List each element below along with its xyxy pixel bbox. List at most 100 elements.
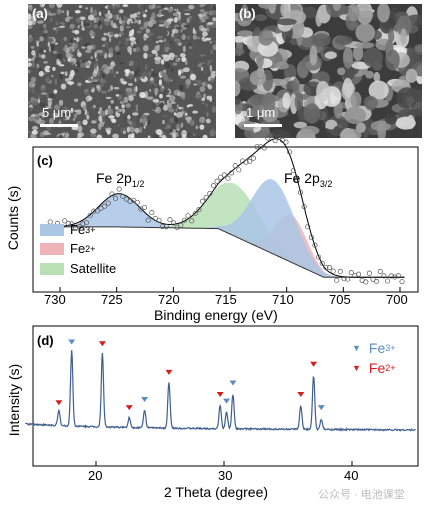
sem-grain: [139, 26, 144, 31]
sem-grain: [48, 102, 52, 109]
sem-grain: [96, 66, 99, 71]
sem-grain: [109, 69, 113, 72]
sem-grain: [347, 4, 360, 22]
xps-component-fe3plus: [197, 179, 349, 278]
sem-grain: [113, 72, 116, 79]
sem-grain: [187, 78, 191, 86]
sem-grain: [142, 118, 148, 125]
sem-grain: [406, 114, 415, 130]
xrd-xtick-30: 30: [218, 468, 233, 483]
xrd-peak-marker: [317, 405, 325, 411]
sem-grain: [342, 77, 353, 98]
xps-xtick-720: 720: [158, 292, 180, 307]
sem-grain: [119, 100, 125, 105]
xrd-peak-marker: [165, 369, 173, 375]
sem-grain: [121, 104, 125, 109]
sem-grain: [112, 133, 119, 138]
xps-data-point: [297, 190, 304, 196]
sem-grain: [74, 29, 80, 35]
sem-grain: [176, 104, 180, 109]
sem-grain: [181, 56, 187, 62]
sem-grain: [172, 132, 176, 138]
sem-grain: [110, 99, 114, 104]
sem-grain: [196, 79, 202, 86]
peak-label-2p12: Fe 2p1/2: [96, 170, 144, 189]
sem-grain: [131, 132, 135, 138]
sem-grain: [199, 8, 205, 13]
sem-grain: [48, 94, 55, 98]
sem-grain: [97, 80, 100, 83]
sem-grain: [160, 59, 165, 65]
xrd-peak-marker: [229, 380, 237, 386]
sem-grain: [179, 53, 186, 58]
sem-grain: [121, 20, 125, 28]
sem-grain: [126, 126, 130, 133]
sem-grain: [206, 111, 209, 118]
legend-fe3-label: Fe: [70, 222, 86, 237]
sem-grain: [176, 8, 179, 13]
sem-grain: [112, 14, 117, 19]
sem-grain: [405, 68, 418, 83]
sem-grain: [108, 47, 114, 54]
sem-grain: [262, 92, 276, 115]
sem-grain: [128, 60, 134, 67]
sem-grain: [128, 95, 134, 102]
sem-grain: [123, 96, 129, 103]
sem-grain: [368, 80, 389, 101]
xps-data-point: [185, 213, 191, 219]
sem-grain: [187, 35, 191, 40]
sem-grain: [127, 83, 133, 87]
sem-grain: [109, 31, 114, 36]
sem-grain: [151, 68, 154, 71]
xps-data-point: [145, 217, 151, 223]
sem-grain: [342, 46, 354, 69]
sem-grain: [52, 97, 58, 104]
sem-grain: [159, 101, 164, 109]
sem-grain: [169, 117, 176, 124]
sem-grain: [158, 79, 162, 86]
xps-data-point: [301, 203, 307, 210]
sem-grain: [181, 106, 184, 110]
sem-grain: [413, 44, 422, 56]
sem-grain: [90, 58, 96, 62]
xrd-frame: [32, 325, 419, 467]
sem-grain: [356, 4, 373, 25]
sem-grain: [43, 49, 47, 53]
sem-grain: [163, 46, 166, 51]
sem-grain: [167, 7, 173, 13]
sem-grain: [62, 106, 67, 112]
xps-data-point: [395, 273, 401, 279]
xps-data-point: [127, 198, 133, 204]
sem-grain: [166, 103, 172, 108]
sem-grain: [62, 21, 65, 27]
sem-grain: [99, 83, 104, 87]
sem-grain: [162, 38, 165, 41]
sem-grain: [28, 47, 32, 54]
xrd-legend-fe3-label: Fe: [368, 340, 386, 356]
sem-grain: [97, 19, 102, 26]
xps-data-point: [388, 273, 394, 279]
sem-grain: [121, 16, 124, 21]
sem-grain: [28, 107, 34, 110]
sem-grain: [68, 50, 74, 53]
sem-grain: [199, 4, 204, 8]
sem-grain: [158, 24, 166, 27]
sem-grain: [173, 8, 177, 11]
sem-grain: [163, 104, 168, 111]
xps-data-point: [232, 163, 238, 169]
xrd-peak-marker: [98, 341, 106, 347]
sem-grain: [28, 62, 32, 67]
sem-grain: [172, 12, 180, 17]
sem-grain: [236, 30, 254, 38]
sem-grain: [209, 95, 213, 102]
sem-grain: [98, 11, 102, 16]
xps-data-point: [345, 276, 351, 282]
sem-image-a: [28, 4, 216, 138]
xps-xtick-730: 730: [44, 292, 66, 307]
sem-grain: [199, 124, 205, 130]
sem-grain: [144, 64, 148, 71]
sem-grain: [205, 118, 211, 124]
sem-grain: [183, 110, 187, 118]
sem-grain: [269, 129, 291, 138]
sem-grain: [93, 104, 96, 108]
